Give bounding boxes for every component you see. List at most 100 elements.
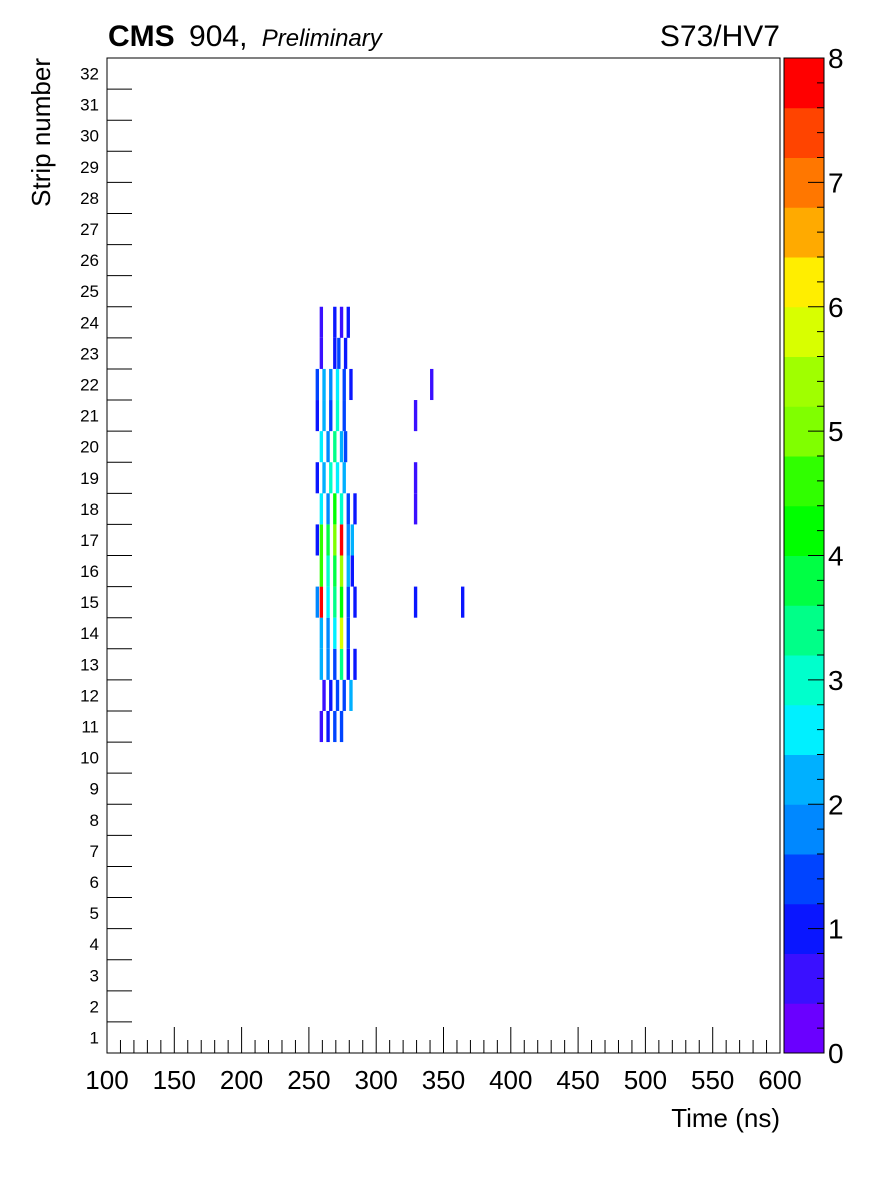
heatmap-cell xyxy=(322,679,326,711)
y-tick-label: 2 xyxy=(90,997,99,1016)
y-tick-label: 8 xyxy=(90,811,99,830)
x-tick-label: 150 xyxy=(153,1065,196,1095)
colorbar-tick-label: 4 xyxy=(828,541,844,572)
heatmap-cell xyxy=(413,462,418,494)
heatmap-cell xyxy=(322,462,326,494)
heatmap-cell xyxy=(413,493,418,525)
colorbar-tick-label: 6 xyxy=(828,292,844,323)
heatmap-cell xyxy=(333,617,337,649)
heatmap-cell xyxy=(333,586,337,618)
heatmap-cell xyxy=(326,431,330,463)
colorbar-tick-label: 1 xyxy=(828,914,844,945)
x-tick-label: 300 xyxy=(355,1065,398,1095)
heatmap-cell xyxy=(315,462,319,494)
heatmap-cell xyxy=(322,400,326,432)
y-tick-label: 5 xyxy=(90,904,99,923)
heatmap-cell xyxy=(339,586,344,618)
heatmap-cell xyxy=(349,368,353,401)
location-label: 904, xyxy=(189,20,247,53)
x-tick-label: 350 xyxy=(422,1065,465,1095)
heatmap-cell xyxy=(349,679,353,711)
heatmap-cell xyxy=(335,462,340,494)
heatmap-cell xyxy=(353,493,357,525)
heatmap-cell xyxy=(319,306,324,338)
x-tick-label: 200 xyxy=(220,1065,263,1095)
heatmap-cell xyxy=(319,586,324,618)
heatmap-cell xyxy=(342,679,346,711)
y-tick-label: 16 xyxy=(80,562,99,581)
heatmap-cell xyxy=(333,524,337,556)
heatmap-cell xyxy=(322,368,326,401)
run-label: S73/HV7 xyxy=(660,20,780,53)
y-tick-label: 32 xyxy=(80,65,99,84)
x-tick-label: 250 xyxy=(287,1065,330,1095)
heatmap-cell xyxy=(346,555,350,587)
y-tick-label: 20 xyxy=(80,438,99,457)
heatmap-cell xyxy=(353,648,357,680)
y-tick-label: 14 xyxy=(80,624,99,643)
colorbar-tick-label: 3 xyxy=(828,665,844,696)
heatmap-cell xyxy=(346,648,350,680)
y-tick-label: 7 xyxy=(90,842,99,861)
heatmap-cell xyxy=(413,586,418,618)
heatmap-cell xyxy=(333,648,337,680)
heatmap-cell xyxy=(413,400,418,432)
x-axis: 100 150 200 250 300 350 400 450 500 550 600 xyxy=(85,1027,802,1095)
heatmap-cell xyxy=(346,524,350,556)
heatmap-cell xyxy=(315,400,319,432)
y-tick-label: 21 xyxy=(80,407,99,426)
heatmap-cell xyxy=(346,617,350,649)
x-tick-label: 500 xyxy=(624,1065,667,1095)
heatmap-cell xyxy=(335,679,340,711)
heatmap-cell xyxy=(346,306,350,338)
y-tick-label: 3 xyxy=(90,966,99,985)
heatmap-cell xyxy=(346,586,350,618)
heatmap-cell xyxy=(326,617,330,649)
heatmap-cell xyxy=(342,462,346,494)
heatmap-cell xyxy=(339,524,344,556)
x-tick-label: 550 xyxy=(691,1065,734,1095)
heatmap-cell xyxy=(319,648,324,680)
heatmap-cell xyxy=(460,586,465,618)
heatmap-cell xyxy=(319,431,324,463)
heatmap-cells xyxy=(315,306,465,743)
y-tick-label: 28 xyxy=(80,189,99,208)
heatmap-cell xyxy=(337,337,341,369)
heatmap-cell xyxy=(329,368,333,401)
y-tick-label: 31 xyxy=(80,96,99,115)
colorbar: 0 1 2 3 4 5 6 7 8 xyxy=(783,43,844,1069)
y-tick-label: 30 xyxy=(80,127,99,146)
heatmap-cell xyxy=(350,555,354,587)
y-tick-label: 22 xyxy=(80,375,99,394)
y-tick-label: 17 xyxy=(80,531,99,550)
x-tick-label: 400 xyxy=(489,1065,532,1095)
heatmap-cell xyxy=(319,555,324,587)
heatmap-cell xyxy=(342,400,346,432)
status-label: Preliminary xyxy=(262,25,384,52)
heatmap-cell xyxy=(430,368,434,401)
heatmap-cell xyxy=(333,431,337,463)
heatmap-cell xyxy=(350,524,354,556)
heatmap-cell xyxy=(329,462,333,494)
y-tick-label: 9 xyxy=(90,780,99,799)
heatmap-cell xyxy=(339,648,344,680)
y-tick-label: 24 xyxy=(80,313,99,332)
heatmap-cell xyxy=(329,679,333,711)
colorbar-tick-label: 5 xyxy=(828,416,844,447)
heatmap-cell xyxy=(339,710,344,743)
colorbar-tick-label: 0 xyxy=(828,1038,844,1069)
heatmap-cell xyxy=(326,586,330,618)
heatmap-cell xyxy=(315,368,319,401)
y-tick-label: 23 xyxy=(80,344,99,363)
heatmap-cell xyxy=(353,586,357,618)
x-axis-label: Time (ns) xyxy=(671,1103,780,1133)
heatmap-cell xyxy=(326,524,330,556)
heatmap-cell xyxy=(319,524,324,556)
heatmap-cell xyxy=(315,524,319,556)
y-tick-label: 1 xyxy=(90,1028,99,1047)
heatmap-cell xyxy=(319,617,324,649)
heatmap-cell xyxy=(326,555,330,587)
heatmap-cell xyxy=(333,337,337,369)
